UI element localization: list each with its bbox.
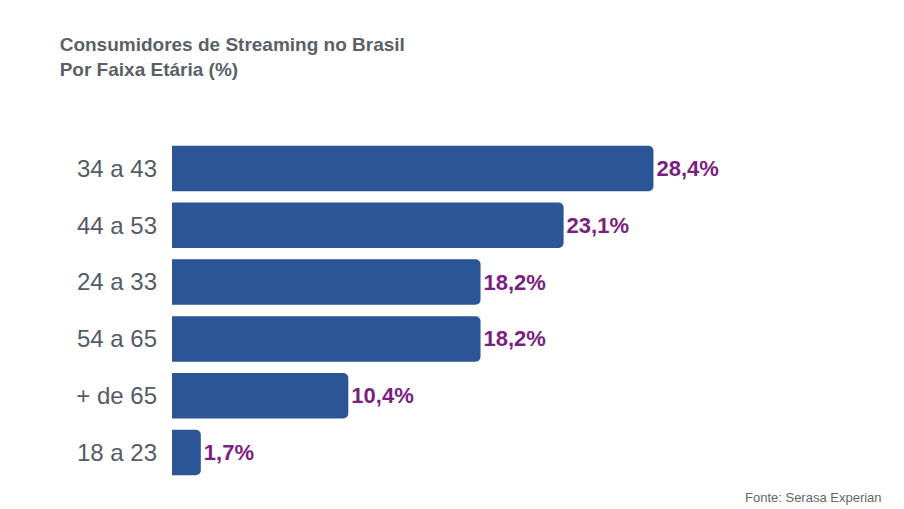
svg-text:28,4%: 28,4% xyxy=(656,156,718,181)
svg-text:Consumidores de Streaming no B: Consumidores de Streaming no BrasilPor F… xyxy=(60,34,405,80)
svg-text:18,2%: 18,2% xyxy=(484,270,546,295)
svg-text:10,4%: 10,4% xyxy=(351,383,413,408)
svg-text:18 a 23: 18 a 23 xyxy=(77,439,157,466)
svg-text:Fonte: Serasa Experian: Fonte: Serasa Experian xyxy=(745,490,882,505)
svg-text:18,2%: 18,2% xyxy=(484,326,546,351)
svg-text:24 a 33: 24 a 33 xyxy=(77,268,157,295)
svg-text:1,7%: 1,7% xyxy=(204,440,254,465)
svg-text:+ de 65: + de 65 xyxy=(76,382,157,409)
svg-text:44 a 53: 44 a 53 xyxy=(77,212,157,239)
svg-text:34 a 43: 34 a 43 xyxy=(77,155,157,182)
svg-text:54 a 65: 54 a 65 xyxy=(77,325,157,352)
svg-text:23,1%: 23,1% xyxy=(567,213,629,238)
